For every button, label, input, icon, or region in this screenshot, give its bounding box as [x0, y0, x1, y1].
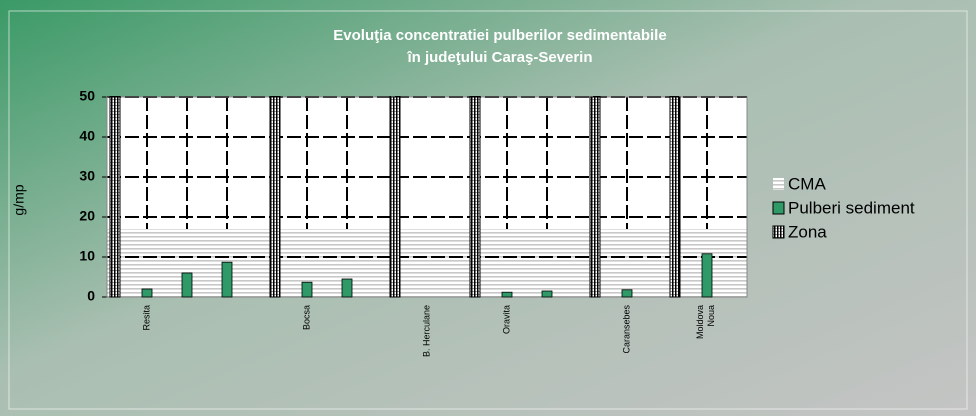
y-tick-label: 30 [79, 168, 95, 184]
y-axis-label: g/mp [11, 184, 27, 215]
frame [8, 10, 968, 410]
legend-label: Zona [788, 222, 827, 241]
legend-swatch [773, 178, 784, 190]
legend-label: Pulberi sediment [788, 198, 915, 217]
bar [701, 253, 713, 298]
cma-area [147, 229, 187, 297]
bar [501, 291, 513, 298]
legend-label: CMA [788, 174, 826, 193]
x-tick-label: B. Herculane [421, 305, 431, 357]
x-tick-label: Bocsa [301, 305, 311, 330]
cma-area [547, 229, 587, 297]
zona-bar [589, 96, 601, 298]
bar [301, 281, 313, 298]
bar [221, 261, 233, 298]
chart-title: în judeţului Caraş-Severin [406, 49, 592, 66]
zona-bar [109, 96, 121, 298]
bar [341, 278, 353, 298]
x-tick-label: Resita [141, 305, 151, 331]
chart-title: Evoluţia concentratiei pulberilor sedime… [333, 27, 666, 44]
cma-area [507, 229, 547, 297]
x-tick-label: MoldovaNoua [695, 305, 716, 339]
legend-swatch [772, 201, 785, 215]
zona-bar [469, 96, 481, 298]
cma-area [427, 229, 467, 297]
y-tick-label: 50 [79, 88, 95, 104]
legend-swatch [772, 225, 785, 239]
bar [141, 288, 153, 298]
plot-border [106, 96, 748, 298]
cma-area [187, 229, 227, 297]
y-tick-label: 0 [87, 288, 95, 304]
y-tick-label: 10 [79, 248, 95, 264]
bar [541, 290, 553, 298]
x-tick-label: Caransebes [621, 305, 631, 354]
cma-area [227, 229, 267, 297]
zona-bar [669, 96, 681, 298]
y-tick-label: 20 [79, 208, 95, 224]
zona-bar [389, 96, 401, 298]
cma-area [347, 229, 387, 297]
bar [181, 272, 193, 298]
cma-area [307, 229, 347, 297]
y-tick-label: 40 [79, 128, 95, 144]
x-tick-label: Oravita [501, 305, 511, 334]
cma-area [627, 229, 667, 297]
bar [621, 289, 633, 298]
cma-area [707, 229, 747, 297]
zona-bar [269, 96, 281, 298]
